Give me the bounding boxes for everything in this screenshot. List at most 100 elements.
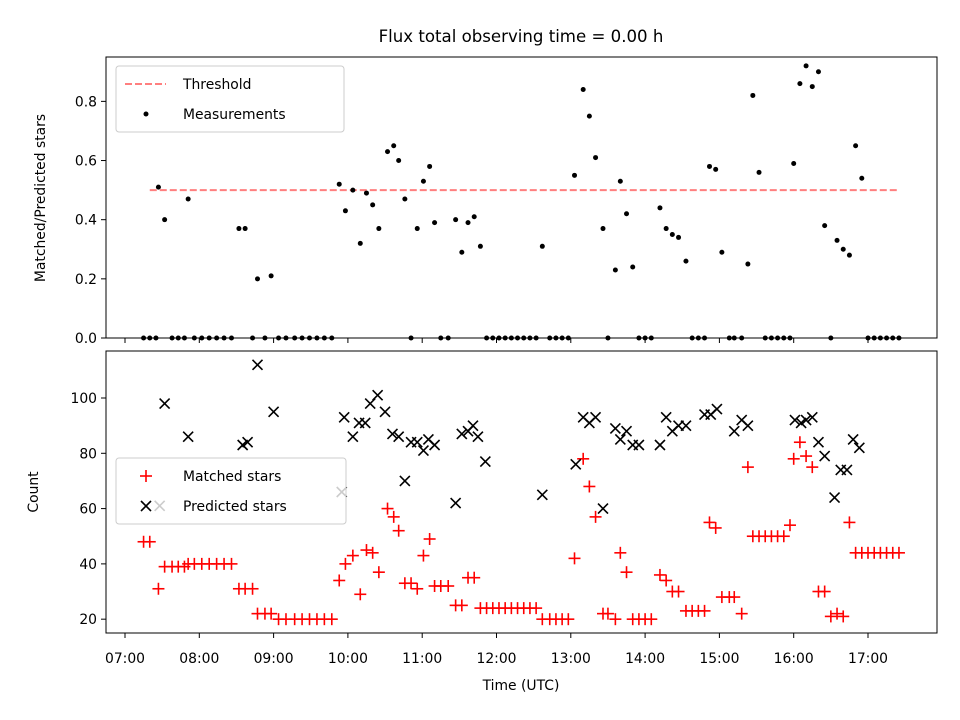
predicted-star-point: [372, 389, 384, 401]
matched-star-point: [246, 582, 259, 595]
matched-star-point: [741, 461, 754, 474]
matched-star-point: [423, 533, 436, 545]
measurement-point: [459, 249, 465, 255]
predicted-star-point: [812, 436, 825, 448]
bottom-y-tick-label: 80: [79, 446, 97, 462]
matched-star-point: [346, 549, 359, 562]
matched-star-point: [672, 585, 685, 598]
bottom-axes-frame: [105, 350, 938, 634]
measurement-point: [797, 81, 803, 87]
measurement-point: [600, 226, 606, 232]
predicted-star-point: [847, 433, 859, 446]
predicted-star-point: [456, 428, 468, 440]
measurement-point: [663, 226, 669, 232]
measurement-point: [376, 226, 382, 232]
predicted-star-point: [819, 450, 831, 462]
measurement-point: [586, 113, 592, 119]
measurement-point: [713, 166, 719, 172]
top-y-tick-label: 0.6: [75, 154, 97, 170]
measurements-legend-swatch: [143, 111, 149, 117]
matched-star-point: [325, 613, 338, 626]
bottom-y-ticks: 20 40 60 80 100: [70, 391, 106, 628]
measurement-point: [465, 220, 471, 226]
predicted-star-point: [411, 436, 423, 448]
measurement-point: [834, 237, 840, 243]
measurement-point: [617, 178, 623, 184]
measurement-point: [853, 143, 859, 149]
matched-star-point: [589, 510, 602, 523]
top-x-ticks: [124, 338, 869, 343]
top-panel: 0.00.20.40.60.8 Matched/Predicted stars …: [33, 56, 938, 347]
matched-star-point: [360, 544, 373, 557]
matched-star-point: [818, 585, 831, 598]
measurement-point: [683, 258, 689, 264]
predicted-star-point: [742, 420, 754, 432]
predicted-star-point: [853, 442, 865, 454]
predicted-star-point: [711, 403, 723, 415]
predicted-star-point: [654, 439, 666, 451]
matched-star-point: [387, 510, 400, 523]
matched-star-point: [806, 461, 819, 474]
x-tick-label: 07:00: [105, 651, 145, 667]
predicted-star-point: [806, 411, 818, 423]
measurement-point: [342, 208, 348, 214]
matched-star-point: [530, 602, 543, 615]
matched-star-point: [339, 557, 352, 570]
measurement-point: [630, 264, 636, 270]
measurement-point: [756, 169, 762, 175]
matched-star-point: [824, 610, 837, 623]
matched-star-point: [843, 516, 856, 529]
bottom-x-label: Time (UTC): [482, 678, 560, 694]
matched-star-point: [609, 613, 622, 626]
threshold-legend-label: Threshold: [182, 77, 251, 93]
matched-star-point: [614, 546, 627, 559]
predicted-star-point: [479, 456, 491, 468]
measurement-point: [669, 231, 675, 237]
predicted-star-point: [789, 414, 801, 426]
measurement-point: [706, 163, 712, 169]
matched-star-point: [787, 452, 800, 465]
predicted-star-point: [159, 397, 171, 410]
matched-stars-points: [137, 436, 905, 626]
measurement-point: [414, 226, 420, 232]
measurement-point: [370, 202, 376, 208]
measurement-point: [840, 246, 846, 252]
measurement-point: [846, 252, 852, 258]
predicted-star-point: [393, 431, 405, 443]
predicted-star-point: [570, 458, 582, 470]
matched-star-point: [660, 574, 673, 587]
matched-star-point: [653, 568, 666, 581]
measurement-point: [420, 178, 426, 184]
matched-star-point: [468, 571, 481, 584]
matched-star-point: [392, 524, 405, 537]
measurements-legend-label: Measurements: [183, 107, 286, 123]
matched-star-point: [354, 588, 367, 601]
bottom-legend: Matched stars Predicted stars: [115, 457, 347, 525]
predicted-star-point: [338, 411, 350, 423]
bottom-panel: 20 40 60 80 100 07:00 08:00 09:00 10:00 11:00 12:…: [26, 350, 938, 694]
predicted-star-point: [268, 406, 280, 418]
matched-star-point: [620, 566, 633, 579]
matched-star-point: [143, 535, 156, 548]
matched-star-point: [735, 607, 748, 620]
top-legend-box: [115, 65, 345, 133]
x-tick-label: 09:00: [254, 651, 294, 667]
matched-star-point: [728, 591, 741, 604]
measurement-point: [427, 163, 433, 169]
x-tick-label: 16:00: [774, 651, 814, 667]
matched-star-point: [800, 450, 813, 463]
top-y-tick-label: 0.2: [75, 272, 97, 288]
x-tick-label: 11:00: [402, 651, 442, 667]
matched-star-point: [583, 480, 596, 493]
measurement-point: [580, 87, 586, 93]
measurement-point: [791, 160, 797, 166]
predicted-stars-points: [154, 359, 865, 515]
predicted-star-point: [590, 411, 602, 423]
matched-star-point: [645, 613, 658, 626]
measurement-point: [185, 196, 191, 202]
x-tick-label: 15:00: [699, 651, 739, 667]
measurement-point: [236, 226, 242, 232]
measurement-point: [745, 261, 751, 267]
predicted-star-point: [800, 414, 812, 426]
measurement-point: [432, 220, 438, 226]
